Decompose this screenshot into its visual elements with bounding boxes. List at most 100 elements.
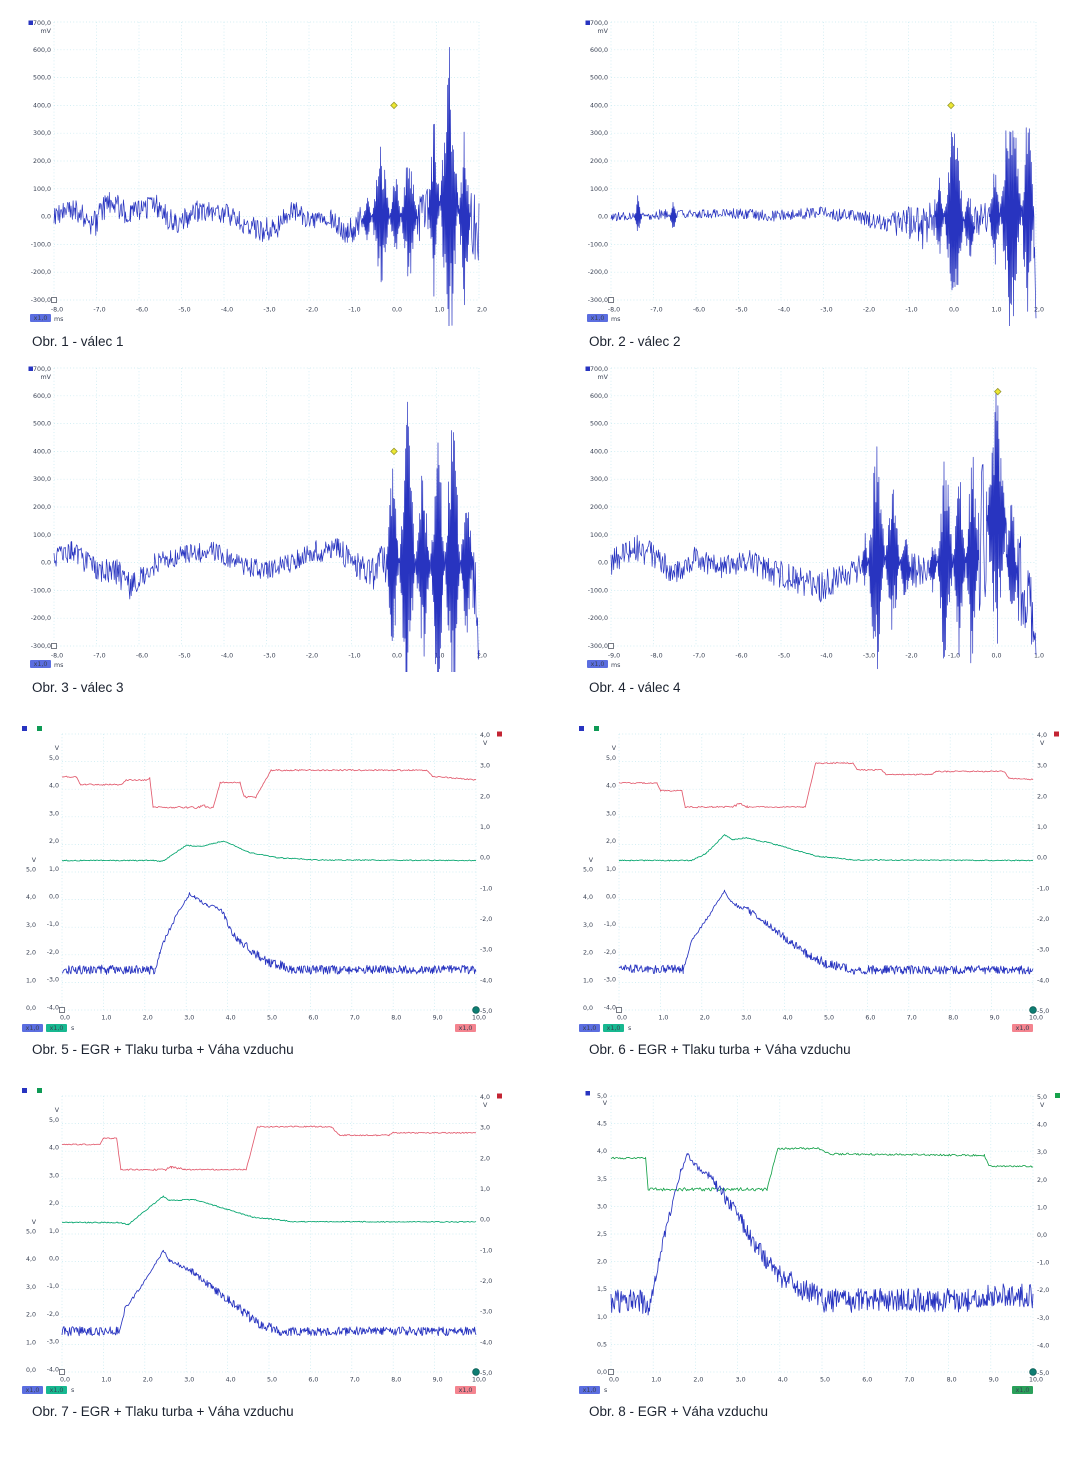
svg-text:4,0: 4,0: [480, 732, 490, 739]
svg-text:V: V: [32, 857, 37, 864]
svg-text:4,0: 4,0: [49, 1145, 59, 1152]
svg-text:x1,0: x1,0: [459, 1025, 473, 1032]
svg-text:500,0: 500,0: [33, 75, 51, 82]
svg-text:-8,0: -8,0: [650, 653, 662, 660]
svg-text:500,0: 500,0: [33, 421, 51, 428]
svg-text:ms: ms: [611, 662, 620, 669]
svg-text:3,0: 3,0: [184, 1015, 194, 1022]
svg-text:4,0: 4,0: [606, 783, 616, 790]
svg-text:-7,0: -7,0: [693, 653, 705, 660]
svg-text:-200,0: -200,0: [31, 269, 51, 276]
svg-text:8,0: 8,0: [391, 1377, 401, 1384]
svg-text:-2,0: -2,0: [480, 1278, 492, 1285]
svg-text:2,0: 2,0: [477, 307, 487, 314]
svg-text:700,0: 700,0: [590, 20, 608, 27]
svg-text:1,0: 1,0: [480, 824, 490, 831]
svg-text:3,5: 3,5: [597, 1176, 607, 1183]
svg-text:V: V: [483, 1102, 488, 1109]
svg-text:4,0: 4,0: [49, 783, 59, 790]
svg-text:5,0: 5,0: [824, 1015, 834, 1022]
svg-text:-200,0: -200,0: [31, 615, 51, 622]
svg-text:-4,0: -4,0: [47, 1366, 59, 1373]
svg-text:4,0: 4,0: [480, 1094, 490, 1101]
svg-text:2,0: 2,0: [480, 793, 490, 800]
svg-text:-2,0: -2,0: [863, 307, 875, 314]
svg-text:x1,0: x1,0: [34, 661, 48, 668]
svg-text:10,0: 10,0: [472, 1015, 486, 1022]
svg-text:-300,0: -300,0: [588, 643, 608, 650]
svg-text:-2,0: -2,0: [47, 949, 59, 956]
svg-text:-300,0: -300,0: [31, 643, 51, 650]
svg-text:s: s: [628, 1025, 631, 1032]
svg-text:2,0: 2,0: [597, 1259, 607, 1266]
svg-text:1,0: 1,0: [1037, 1204, 1047, 1211]
svg-text:0,0: 0,0: [392, 653, 402, 660]
svg-text:ms: ms: [611, 316, 620, 323]
svg-text:10,0: 10,0: [472, 1377, 486, 1384]
svg-text:3,0: 3,0: [1037, 763, 1047, 770]
figure-obr7: 0,0 1,0 2,0 3,0 4,0 5,0 6,0 7,0 8,0 9,0 10,0 V 5,0 4,…: [14, 1084, 519, 1436]
svg-text:-100,0: -100,0: [588, 587, 608, 594]
svg-text:4,0: 4,0: [1037, 1122, 1047, 1129]
svg-text:3,0: 3,0: [741, 1015, 751, 1022]
svg-text:4,0: 4,0: [226, 1015, 236, 1022]
svg-text:V: V: [603, 1100, 608, 1107]
figure-caption: Obr. 4 - válec 4: [589, 680, 681, 695]
svg-text:1,0: 1,0: [101, 1015, 111, 1022]
svg-text:-3,0: -3,0: [47, 1339, 59, 1346]
svg-text:2,0: 2,0: [1037, 1177, 1047, 1184]
svg-text:5,0: 5,0: [820, 1377, 830, 1384]
svg-text:0,0: 0,0: [392, 307, 402, 314]
svg-text:7,0: 7,0: [904, 1377, 914, 1384]
svg-text:-200,0: -200,0: [588, 615, 608, 622]
svg-text:1,5: 1,5: [597, 1286, 607, 1293]
scope-canvas: -8,0 -7,0 -6,0 -5,0 -4,0 -3,0 -2,0 -1,0 0,0 1,0 2,…: [585, 20, 1044, 330]
svg-text:mV: mV: [598, 374, 609, 381]
svg-text:V: V: [55, 1107, 60, 1114]
svg-text:5,0: 5,0: [26, 867, 36, 874]
figure-obr3: -8,0 -7,0 -6,0 -5,0 -4,0 -3,0 -2,0 -1,0 0,0 1,0 2,…: [14, 360, 519, 712]
svg-text:2,0: 2,0: [26, 1312, 36, 1319]
svg-text:-4,0: -4,0: [778, 307, 790, 314]
svg-text:-1,0: -1,0: [480, 1247, 492, 1254]
svg-text:V: V: [589, 857, 594, 864]
svg-text:0,0: 0,0: [609, 1377, 619, 1384]
svg-text:300,0: 300,0: [590, 130, 608, 137]
figure-obr2: -8,0 -7,0 -6,0 -5,0 -4,0 -3,0 -2,0 -1,0 0,0 1,0 2,…: [571, 14, 1076, 366]
svg-text:-5,0: -5,0: [178, 653, 190, 660]
svg-text:3,0: 3,0: [583, 922, 593, 929]
svg-text:-7,0: -7,0: [93, 653, 105, 660]
figure-obr4: -9,0 -8,0 -7,0 -6,0 -5,0 -4,0 -3,0 -2,0 -1,0 0,0 1…: [571, 360, 1076, 712]
svg-text:1,0: 1,0: [49, 866, 59, 873]
svg-text:7,0: 7,0: [350, 1377, 360, 1384]
svg-text:6,0: 6,0: [308, 1015, 318, 1022]
svg-text:-3,0: -3,0: [820, 307, 832, 314]
svg-text:mV: mV: [41, 28, 52, 35]
svg-text:4,0: 4,0: [783, 1015, 793, 1022]
svg-text:-9,0: -9,0: [608, 653, 620, 660]
svg-text:2,5: 2,5: [597, 1231, 607, 1238]
svg-text:-1,0: -1,0: [905, 307, 917, 314]
svg-text:3,0: 3,0: [184, 1377, 194, 1384]
svg-text:-6,0: -6,0: [136, 653, 148, 660]
svg-text:700,0: 700,0: [590, 366, 608, 373]
svg-text:5,0: 5,0: [267, 1015, 277, 1022]
svg-text:-3,0: -3,0: [1037, 947, 1049, 954]
scope-canvas: 0,0 1,0 2,0 3,0 4,0 5,0 6,0 7,0 8,0 9,0 10,0V5,04,…: [579, 1091, 1060, 1394]
svg-text:1,0: 1,0: [658, 1015, 668, 1022]
svg-text:3,0: 3,0: [1037, 1149, 1047, 1156]
svg-text:-2,0: -2,0: [306, 307, 318, 314]
svg-text:300,0: 300,0: [33, 476, 51, 483]
svg-text:600,0: 600,0: [33, 47, 51, 54]
svg-text:-1,0: -1,0: [948, 653, 960, 660]
svg-text:9,0: 9,0: [989, 1377, 999, 1384]
svg-text:3,0: 3,0: [480, 1125, 490, 1132]
svg-text:4,0: 4,0: [778, 1377, 788, 1384]
svg-text:9,0: 9,0: [433, 1015, 443, 1022]
svg-text:s: s: [71, 1387, 74, 1394]
svg-text:-6,0: -6,0: [735, 653, 747, 660]
scope-chart-5: 0,0 1,0 2,0 3,0 4,0 5,0 6,0 7,0 8,0 9,0 10,0 V 5,0 4,…: [14, 722, 514, 1034]
svg-text:0,0: 0,0: [41, 214, 51, 221]
svg-text:-2,0: -2,0: [47, 1311, 59, 1318]
svg-text:5,0: 5,0: [1037, 1094, 1047, 1101]
